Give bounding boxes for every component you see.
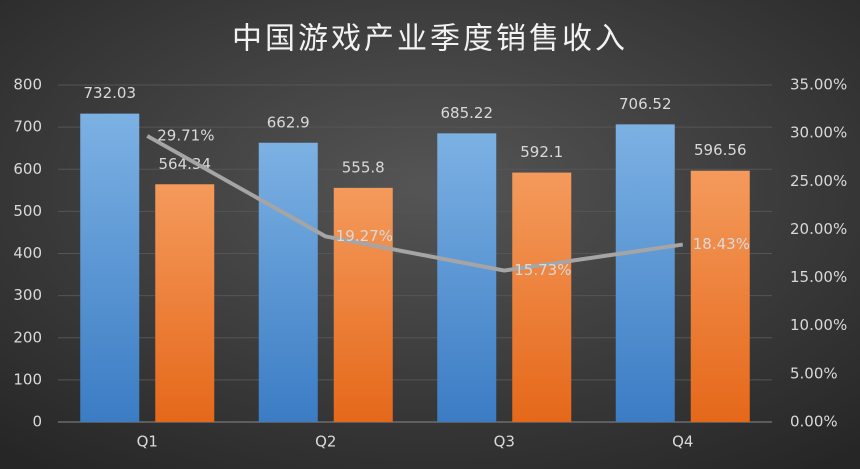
y-tick-label: 700 <box>13 118 42 136</box>
y2-tick-label: 35.00% <box>790 76 847 94</box>
y-tick-label: 800 <box>13 76 42 94</box>
data-label: 29.71% <box>157 126 214 144</box>
y-tick-label: 600 <box>13 160 42 178</box>
bar <box>258 142 318 423</box>
y2-tick-label: 5.00% <box>790 364 838 382</box>
y-tick-label: 400 <box>13 244 42 262</box>
y-tick-label: 200 <box>13 328 42 346</box>
x-tick-label: Q2 <box>315 433 336 451</box>
data-label: 19.27% <box>336 227 393 245</box>
data-label: 15.73% <box>514 261 571 279</box>
y2-tick-label: 20.00% <box>790 220 847 238</box>
y2-tick-label: 10.00% <box>790 316 847 334</box>
line <box>146 134 684 273</box>
data-label: 685.22 <box>441 104 494 122</box>
y-tick-label: 500 <box>13 202 42 220</box>
bar <box>512 172 572 422</box>
data-label: 555.8 <box>342 158 385 176</box>
bar <box>615 124 675 422</box>
data-label: 732.03 <box>84 84 137 102</box>
bar <box>333 187 393 422</box>
data-label: 592.1 <box>520 143 563 161</box>
y2-tick-label: 0.00% <box>790 413 838 431</box>
y2-tick-label: 25.00% <box>790 172 847 190</box>
chart-title: 中国游戏产业季度销售收入 <box>232 22 628 57</box>
data-label: 18.43% <box>693 235 750 253</box>
bar <box>155 184 215 422</box>
data-label: 662.9 <box>267 113 310 131</box>
x-tick-label: Q3 <box>494 433 515 451</box>
data-label: 706.52 <box>619 95 672 113</box>
y2-tick-label: 30.00% <box>790 124 847 142</box>
y-tick-label: 100 <box>13 370 42 388</box>
data-label: 596.56 <box>694 141 747 159</box>
bar <box>80 113 140 423</box>
y2-tick-label: 15.00% <box>790 268 847 286</box>
y-tick-label: 300 <box>13 286 42 304</box>
data-label: 564.34 <box>159 155 212 173</box>
x-tick-label: Q4 <box>672 433 693 451</box>
y-tick-label: 0 <box>32 413 42 431</box>
x-tick-label: Q1 <box>137 433 158 451</box>
bar <box>690 170 750 422</box>
bar <box>437 133 497 422</box>
